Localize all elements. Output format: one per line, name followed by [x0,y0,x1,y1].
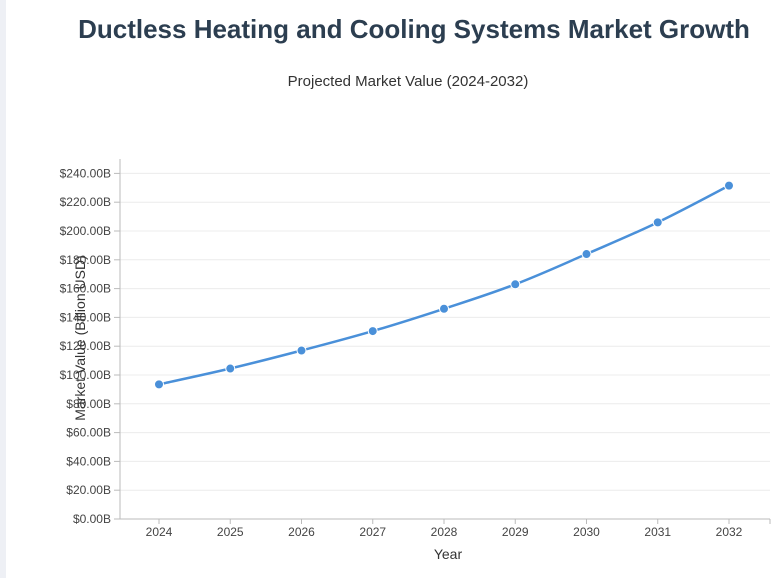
y-tick-label: $240.00B [60,166,111,180]
x-tick-label: 2030 [573,525,600,539]
y-tick-label: $160.00B [60,282,111,296]
data-point[interactable] [296,345,307,356]
data-point[interactable] [581,249,592,260]
chart-subtitle: Projected Market Value (2024-2032) [287,73,529,90]
data-point[interactable] [367,326,378,337]
x-tick-label: 2028 [431,525,458,539]
y-tick-label: $220.00B [60,195,111,209]
grid-lines [120,172,770,520]
data-point[interactable] [652,217,663,228]
data-point[interactable] [154,379,164,390]
y-tick-label: $60.00B [66,426,111,440]
data-point[interactable] [439,303,449,314]
y-axis-ticks: $0.00B $20.00B $40.00B $60.00B $80.00B $100.0… [60,166,120,526]
x-tick-label: 2026 [288,525,315,539]
data-point[interactable] [510,279,521,290]
data-point[interactable] [225,363,236,374]
chart-page: Ductless Heating and Cooling Systems Mar… [6,0,782,578]
y-tick-label: $40.00B [66,454,111,468]
x-axis-ticks: 2024 2025 2026 2027 2028 2029 2030 2031 2032 [146,519,771,539]
y-axis-title: Market Value (Billion USD) [72,255,88,420]
y-tick-label: $120.00B [60,339,111,353]
y-tick-label: $140.00B [60,310,111,324]
y-tick-label: $100.00B [60,368,111,382]
data-point[interactable] [724,180,734,191]
x-tick-label: 2031 [644,525,671,539]
series [154,180,734,390]
y-tick-label: $80.00B [66,397,111,411]
x-tick-label: 2029 [502,525,529,539]
chart-title: Ductless Heating and Cooling Systems Mar… [78,14,750,44]
line-chart: $0.00B $20.00B $40.00B $60.00B $80.00B $100.0… [60,159,771,562]
axes [119,159,770,520]
y-tick-label: $20.00B [66,483,111,497]
y-tick-label: $200.00B [60,224,111,238]
x-tick-label: 2027 [359,525,386,539]
y-tick-label: $180.00B [60,253,111,267]
series-line [158,184,730,386]
y-tick-label: $0.00B [73,512,111,526]
x-tick-label: 2025 [217,525,244,539]
x-tick-label: 2032 [716,525,743,539]
x-axis-title: Year [434,546,463,562]
x-tick-label: 2024 [146,525,173,539]
